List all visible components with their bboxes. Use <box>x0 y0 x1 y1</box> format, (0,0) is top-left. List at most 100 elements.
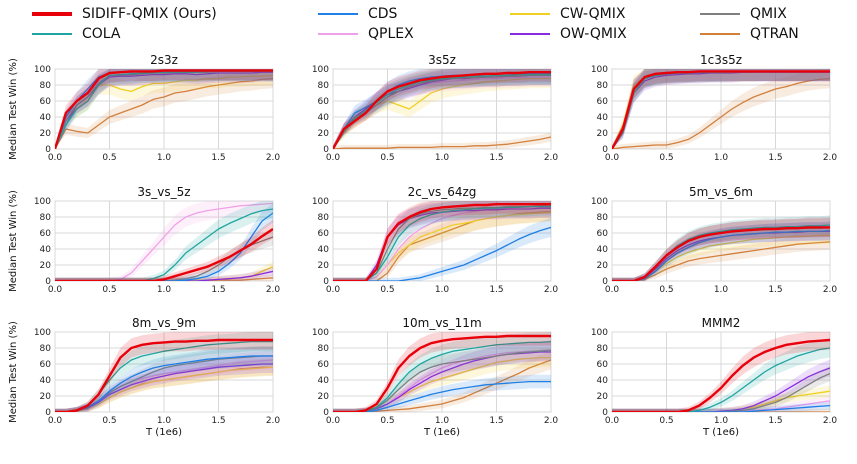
chart-title: 1c3s5z <box>700 53 742 67</box>
series-band <box>333 201 551 281</box>
legend-item-cola: COLA <box>32 25 121 43</box>
legend-label: CDS <box>368 6 398 22</box>
series-band <box>612 226 830 281</box>
series-band <box>55 69 273 149</box>
legend-item-qtran: QTRAN <box>700 25 799 43</box>
series-band <box>333 332 551 412</box>
y-tick-label: 80 <box>597 81 609 91</box>
legend-label: COLA <box>82 26 121 42</box>
legend-label: SIDIFF-QMIX (Ours) <box>82 6 217 22</box>
x-tick-label: 0.0 <box>326 285 341 295</box>
series-group <box>55 332 273 412</box>
series-band <box>55 261 273 281</box>
y-tick-label: 40 <box>40 113 52 123</box>
chart-title: 2c_vs_64zg <box>408 185 477 199</box>
x-tick-label: 1.5 <box>489 416 503 426</box>
x-tick-label: 2.0 <box>544 285 559 295</box>
series-line <box>612 404 830 412</box>
chart-title: 2s3z <box>150 53 178 67</box>
series-line <box>612 347 830 412</box>
x-tick-label: 0.0 <box>326 153 341 163</box>
series-band <box>55 346 273 412</box>
series-band <box>333 332 551 412</box>
y-tick-label: 60 <box>40 360 52 370</box>
series-band <box>333 69 551 149</box>
legend-swatch <box>318 33 358 35</box>
y-tick-label: 60 <box>318 97 330 107</box>
y-tick-label: 60 <box>318 360 330 370</box>
series-band <box>333 202 551 281</box>
y-tick-label: 60 <box>597 229 609 239</box>
x-tick-label: 0.5 <box>659 416 673 426</box>
series-band <box>612 69 830 149</box>
chart-2c_vs_64zg: 0 20 40 60 80 100 0.0 0.5 1.0 1.5 2.0 2c_vs_64zg <box>312 185 559 295</box>
y-tick-label: 0 <box>45 408 51 418</box>
series-line <box>333 202 551 281</box>
series-line <box>55 355 273 412</box>
y-tick-label: 80 <box>318 344 330 354</box>
series-line <box>55 270 273 281</box>
series-band <box>612 215 830 281</box>
series-band <box>333 340 551 412</box>
legend-item-cw-qmix: CW-QMIX <box>510 5 625 23</box>
y-axis-label: Median Test Win (%) <box>8 190 19 292</box>
series-band <box>612 396 830 412</box>
series-group <box>55 201 273 281</box>
y-tick-label: 20 <box>597 261 609 271</box>
x-tick-label: 1.0 <box>157 153 172 163</box>
x-tick-label: 2.0 <box>266 416 281 426</box>
series-band <box>612 69 830 149</box>
chart-MMM2: 0 20 40 60 80 100 0.0 0.5 1.0 1.5 2.0 MMM2 T (1e6) <box>591 316 838 438</box>
x-tick-label: 1.0 <box>435 285 450 295</box>
series-group <box>612 69 830 149</box>
legend-swatch <box>700 13 740 15</box>
y-tick-label: 100 <box>312 197 329 207</box>
x-tick-label: 0.0 <box>326 416 341 426</box>
y-tick-label: 0 <box>323 408 329 418</box>
y-tick-label: 0 <box>323 145 329 155</box>
y-tick-label: 40 <box>597 113 609 123</box>
y-tick-label: 100 <box>34 65 51 75</box>
y-tick-label: 40 <box>318 245 330 255</box>
chart-8m_vs_9m: 0 20 40 60 80 100 0.0 0.5 1.0 1.5 2.0 8m_vs_9m T (1e… <box>8 316 280 438</box>
series-line <box>55 202 273 281</box>
y-tick-label: 80 <box>40 213 52 223</box>
y-tick-label: 60 <box>40 97 52 107</box>
series-group <box>333 332 551 412</box>
x-axis-label: T (1e6) <box>702 427 739 438</box>
series-band <box>55 69 273 149</box>
chart-2s3z: 0 20 40 60 80 100 0.0 0.5 1.0 1.5 2.0 2s3z Median Te… <box>8 53 280 163</box>
series-line <box>612 373 830 412</box>
y-tick-label: 0 <box>602 277 608 287</box>
series-line <box>612 229 830 281</box>
chart-title: 3s5z <box>428 53 456 67</box>
legend-swatch <box>32 12 72 16</box>
x-tick-label: 0.0 <box>48 153 63 163</box>
chart-10m_vs_11m: 0 20 40 60 80 100 0.0 0.5 1.0 1.5 2.0 10m_vs_11m T (… <box>312 316 559 438</box>
x-tick-label: 1.0 <box>714 153 729 163</box>
series-line <box>612 367 830 412</box>
x-tick-label: 0.5 <box>380 285 394 295</box>
y-tick-label: 60 <box>318 229 330 239</box>
series-line <box>55 208 273 281</box>
legend-label: QPLEX <box>368 26 414 42</box>
x-tick-label: 0.0 <box>48 285 63 295</box>
y-tick-label: 80 <box>318 81 330 91</box>
series-group <box>55 69 273 149</box>
y-tick-label: 100 <box>312 328 329 338</box>
series-band <box>612 365 830 412</box>
series-group <box>612 215 830 281</box>
series-group <box>333 69 551 149</box>
y-tick-label: 100 <box>591 328 608 338</box>
series-band <box>333 201 551 281</box>
x-tick-label: 0.5 <box>102 285 116 295</box>
y-tick-label: 100 <box>34 197 51 207</box>
y-tick-label: 80 <box>597 344 609 354</box>
legend-swatch <box>318 13 358 15</box>
series-line <box>612 400 830 412</box>
y-tick-label: 0 <box>323 277 329 287</box>
legend-item-sidiff: SIDIFF-QMIX (Ours) <box>32 5 217 23</box>
x-tick-label: 2.0 <box>823 416 838 426</box>
y-tick-label: 60 <box>40 229 52 239</box>
x-tick-label: 0.0 <box>605 153 620 163</box>
